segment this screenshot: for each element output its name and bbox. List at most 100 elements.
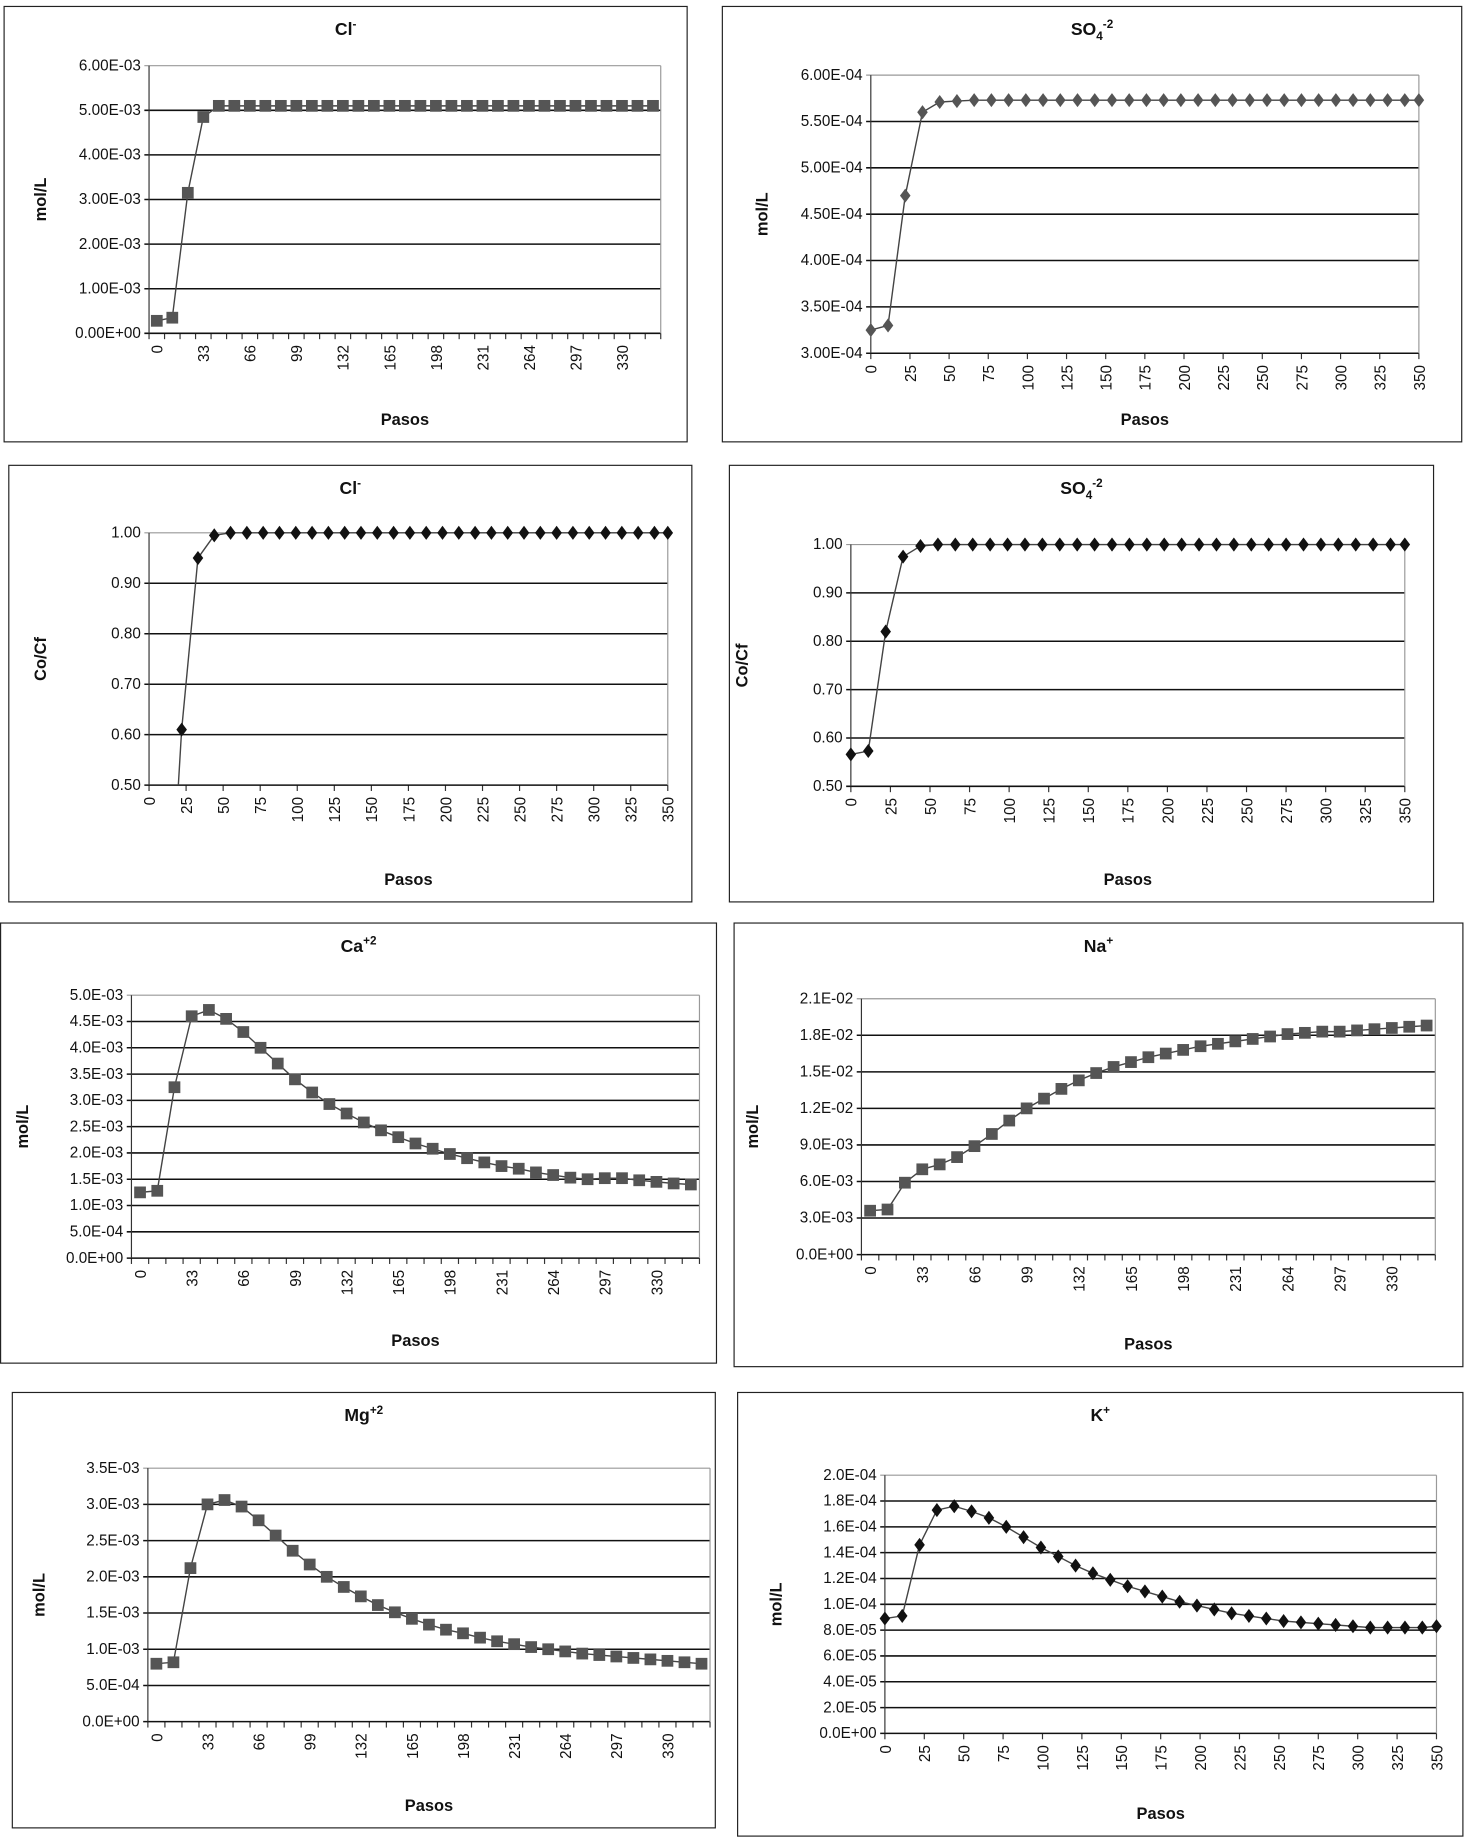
- data-point: [151, 1184, 164, 1197]
- data-point: [616, 99, 628, 112]
- data-point: [303, 1558, 316, 1571]
- y-tick-label: 3.50E-04: [801, 299, 863, 316]
- data-point: [650, 1175, 663, 1188]
- y-tick-label: 2.0E-05: [823, 1699, 876, 1716]
- y-tick-label: 1.8E-04: [823, 1493, 877, 1510]
- x-tick-label: 300: [1333, 365, 1350, 390]
- chart-title: Mg+2: [13, 1405, 715, 1426]
- x-tick-label: 132: [354, 1733, 371, 1758]
- data-point: [197, 111, 210, 123]
- data-point: [1365, 1620, 1376, 1635]
- data-point: [323, 525, 334, 540]
- y-tick-label: 1.0E-04: [823, 1596, 877, 1613]
- data-point: [289, 1073, 301, 1086]
- x-tick-label: 198: [1176, 1266, 1193, 1291]
- data-point: [1055, 1083, 1068, 1095]
- data-point: [392, 1131, 405, 1144]
- data-point: [1020, 93, 1032, 108]
- data-point: [542, 1643, 555, 1656]
- data-point: [897, 549, 909, 564]
- data-point: [228, 99, 241, 112]
- data-point: [881, 1203, 894, 1216]
- data-point: [662, 525, 674, 540]
- data-point: [1208, 1602, 1220, 1617]
- x-tick-label: 0: [864, 365, 881, 373]
- data-point: [600, 99, 613, 112]
- data-point: [647, 99, 659, 112]
- x-axis-label: Pasos: [1136, 1805, 1184, 1823]
- x-tick-label: 350: [1398, 798, 1415, 823]
- y-tick-label: 2.0E-03: [70, 1145, 123, 1162]
- data-point: [1018, 1530, 1029, 1545]
- data-point: [610, 1650, 623, 1663]
- x-tick-label: 33: [185, 1270, 202, 1287]
- data-point: [1003, 93, 1014, 108]
- data-point: [1281, 1028, 1294, 1040]
- y-tick-label: 0.80: [111, 625, 141, 642]
- data-point: [1413, 93, 1425, 108]
- x-tick-label: 225: [475, 797, 492, 822]
- data-point: [569, 99, 582, 112]
- data-point: [966, 1504, 977, 1519]
- chart-panel: Cl- 0.50 0.60 0.70 0.80 0.90 1.00 0 25 50 75 100 125…: [8, 464, 693, 903]
- data-point: [523, 99, 535, 112]
- data-point: [1351, 1024, 1363, 1037]
- y-tick-label: 1.2E-02: [800, 1100, 853, 1117]
- data-point: [1142, 1051, 1155, 1064]
- y-axis-label: mol/L: [31, 1573, 49, 1617]
- y-axis-label: Co/Cf: [32, 637, 50, 681]
- data-point: [862, 743, 874, 759]
- series: [150, 1494, 708, 1670]
- chart-title: K+: [738, 1405, 1462, 1426]
- y-tick-label: 1.5E-03: [70, 1171, 123, 1188]
- data-point: [1107, 1061, 1120, 1073]
- x-tick-label: 297: [568, 345, 585, 370]
- data-point: [1194, 1040, 1207, 1053]
- data-point: [535, 525, 546, 540]
- chart-svg: 0.0E+00 5.0E-04 1.0E-03 1.5E-03 2.0E-03 2.5E-…: [31, 1460, 711, 1815]
- x-tick-label: 25: [903, 365, 920, 382]
- data-point: [916, 1163, 929, 1176]
- data-point: [1261, 93, 1273, 108]
- x-tick-label: 175: [1121, 798, 1138, 823]
- data-point: [1141, 93, 1152, 108]
- x-tick-label: 125: [327, 797, 344, 822]
- series: [865, 93, 1425, 338]
- data-point: [1246, 1033, 1259, 1045]
- y-tick-label: 0.90: [813, 585, 843, 602]
- x-tick-label: 66: [967, 1266, 984, 1283]
- data-point: [372, 525, 383, 540]
- data-point: [352, 99, 365, 112]
- data-point: [1211, 537, 1222, 552]
- data-point: [985, 1128, 998, 1140]
- data-point: [1104, 1572, 1116, 1587]
- data-point: [305, 99, 318, 112]
- data-point: [1299, 1026, 1311, 1039]
- data-point: [1382, 1620, 1393, 1635]
- data-point: [917, 105, 928, 120]
- data-point: [1089, 93, 1101, 108]
- data-point: [525, 1641, 538, 1653]
- data-point: [440, 1623, 452, 1636]
- x-tick-label: 330: [649, 1270, 666, 1295]
- data-point: [257, 525, 269, 540]
- data-point: [1055, 93, 1066, 108]
- data-point: [1280, 537, 1292, 552]
- y-tick-label: 5.50E-04: [801, 113, 863, 130]
- data-point: [290, 525, 302, 540]
- data-point: [354, 1590, 367, 1603]
- data-point: [168, 1081, 181, 1094]
- x-tick-label: 231: [494, 1270, 511, 1295]
- x-tick-label: 0: [149, 1733, 166, 1741]
- x-tick-label: 300: [587, 797, 604, 822]
- data-point: [495, 1160, 508, 1172]
- x-tick-label: 330: [660, 1733, 677, 1758]
- series-line: [884, 1505, 1437, 1629]
- x-tick-label: 50: [942, 365, 959, 382]
- data-point: [1192, 93, 1204, 108]
- chart-panel: K+ 0.0E+00 2.0E-05 4.0E-05 6.0E-05 8.0E-05 1.0…: [737, 1391, 1464, 1837]
- data-point: [644, 1653, 657, 1666]
- data-point: [1278, 1614, 1289, 1629]
- data-point: [1315, 537, 1327, 552]
- y-tick-label: 5.0E-04: [70, 1224, 124, 1241]
